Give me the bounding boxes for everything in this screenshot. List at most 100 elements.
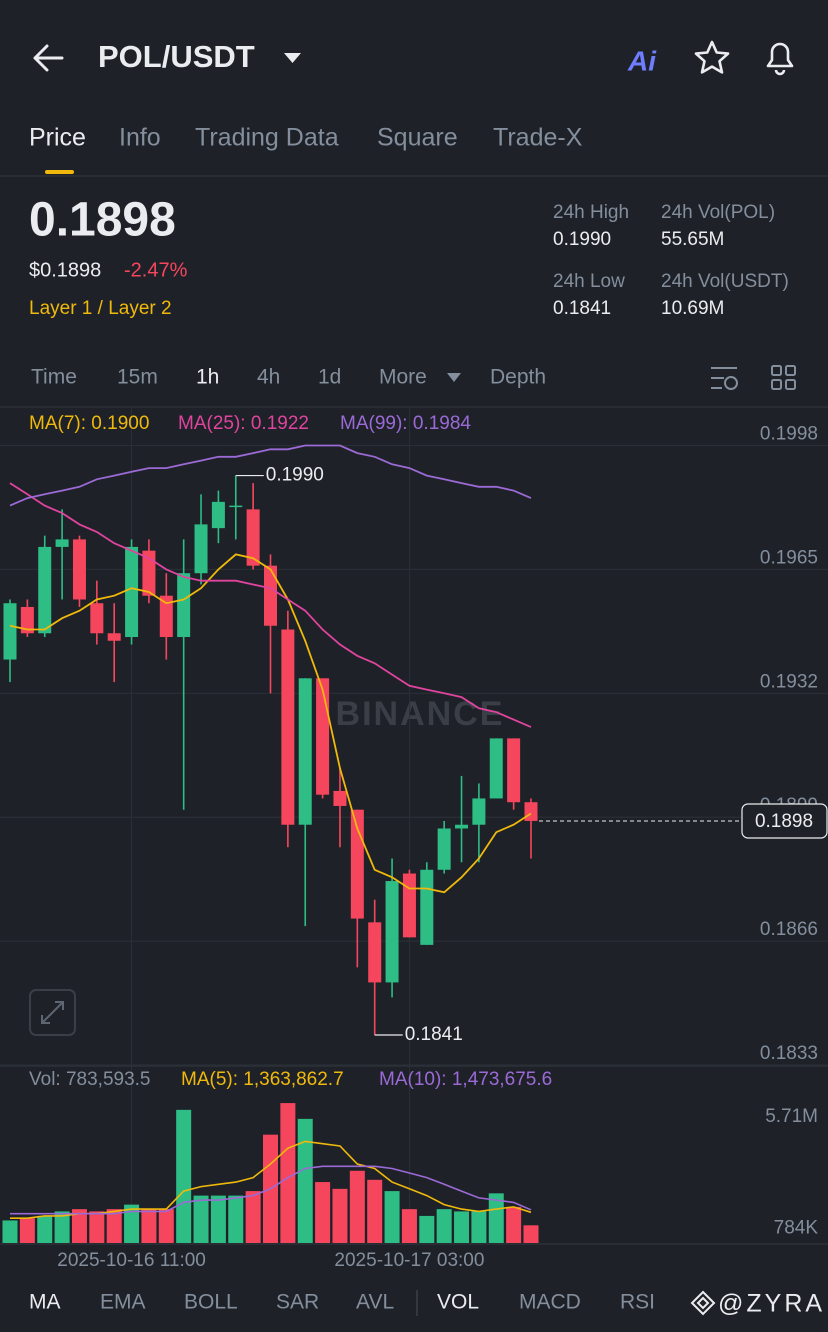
volume-legend-entry: MA(5): 1,363,862.7 xyxy=(181,1069,344,1090)
volume-bar xyxy=(2,1220,18,1243)
volume-legend-entry: Vol: 783,593.5 xyxy=(29,1069,151,1090)
y-tick-label: 0.1833 xyxy=(760,1043,818,1064)
stat-value: 0.1841 xyxy=(553,298,611,319)
candle-body xyxy=(3,603,17,660)
interval[interactable]: 1h xyxy=(196,366,219,389)
y-tick-label: 0.1932 xyxy=(760,671,818,692)
volume-bar xyxy=(141,1209,157,1243)
annotation-label: 0.1990 xyxy=(266,465,324,486)
more-dropdown[interactable] xyxy=(447,373,461,382)
y-tick-label: 0.1866 xyxy=(760,919,818,940)
volume-bar xyxy=(297,1118,313,1243)
tab[interactable]: Price xyxy=(29,124,86,152)
candle-body xyxy=(281,629,295,825)
favorite-button[interactable] xyxy=(694,40,730,74)
pair-dropdown[interactable] xyxy=(284,53,301,63)
candle-body xyxy=(211,501,225,529)
interval[interactable]: 1d xyxy=(318,366,341,389)
interval[interactable]: Time xyxy=(31,366,77,389)
stat-label: 24h Low xyxy=(553,271,625,292)
indicator[interactable]: AVL xyxy=(356,1291,394,1314)
interval[interactable]: More xyxy=(379,366,427,389)
volume-bar xyxy=(54,1211,70,1243)
legend-entry: MA(7): 0.1900 xyxy=(29,413,149,434)
candle-body xyxy=(472,798,486,825)
annotation-label: 0.1841 xyxy=(405,1024,463,1045)
volume-bar xyxy=(523,1225,539,1243)
tab[interactable]: Trade-X xyxy=(493,124,583,152)
candle-body xyxy=(142,550,156,596)
indicator[interactable]: SAR xyxy=(276,1291,319,1314)
category-tag[interactable]: Layer 1 / Layer 2 xyxy=(29,298,172,319)
interval[interactable]: 15m xyxy=(117,366,158,389)
usd-price: $0.1898 xyxy=(29,259,101,281)
volume-bar xyxy=(488,1193,504,1243)
volume-bar xyxy=(506,1206,522,1243)
candle-body xyxy=(55,539,69,547)
volume-tick-label: 5.71M xyxy=(765,1106,818,1127)
candle-body xyxy=(524,802,538,821)
ma-line xyxy=(9,482,532,728)
stat-value: 55.65M xyxy=(661,229,724,250)
indicator[interactable]: EMA xyxy=(100,1291,146,1314)
volume-legend-entry: MA(10): 1,473,675.6 xyxy=(379,1069,552,1090)
ai-button[interactable]: Ai xyxy=(627,45,657,76)
x-tick-label: 2025-10-17 03:00 xyxy=(334,1250,484,1271)
indicator[interactable]: MACD xyxy=(519,1291,581,1314)
candle-body xyxy=(38,546,52,634)
chart-settings-button[interactable] xyxy=(711,367,738,390)
volume-bar xyxy=(315,1182,331,1243)
expand-button[interactable] xyxy=(29,989,76,1036)
x-tick-label: 2025-10-16 11:00 xyxy=(57,1250,206,1271)
interval[interactable]: 4h xyxy=(257,366,280,389)
interval[interactable]: Depth xyxy=(490,366,546,389)
volume-bar xyxy=(454,1211,470,1243)
indicator[interactable]: MA xyxy=(29,1291,61,1314)
volume-bar xyxy=(193,1195,209,1243)
indicator[interactable]: VOL xyxy=(437,1291,479,1314)
tab-indicator xyxy=(45,170,74,174)
volume-bar xyxy=(332,1188,348,1243)
back-button[interactable] xyxy=(33,44,64,72)
stat-label: 24h High xyxy=(553,202,629,223)
watermark: @ZYRA xyxy=(718,1290,825,1318)
indicator[interactable]: RSI xyxy=(620,1291,655,1314)
tab[interactable]: Info xyxy=(119,124,161,152)
candle-body xyxy=(159,595,173,638)
tab[interactable]: Square xyxy=(377,124,458,152)
volume-bar xyxy=(89,1211,105,1243)
candle-body xyxy=(229,505,243,508)
candle-body xyxy=(125,546,139,638)
chart-watermark: BINANCE xyxy=(336,695,505,733)
layout-button[interactable] xyxy=(771,365,796,390)
last-price-label: 0.1898 xyxy=(755,811,813,832)
candle-body xyxy=(507,738,521,803)
volume-tick-label: 784K xyxy=(774,1217,819,1238)
volume-bar xyxy=(280,1103,296,1243)
last-price: 0.1898 xyxy=(29,194,176,247)
volume-bar xyxy=(349,1170,365,1243)
legend-entry: MA(99): 0.1984 xyxy=(340,413,471,434)
y-tick-label: 0.1965 xyxy=(760,547,818,568)
volume-bar xyxy=(106,1209,122,1243)
volume-bar xyxy=(158,1209,174,1243)
tab[interactable]: Trading Data xyxy=(195,124,339,152)
watermark-logo xyxy=(690,1290,716,1316)
volume-bar xyxy=(37,1215,53,1243)
volume-bar xyxy=(124,1204,140,1243)
chart-layer: BINANCE0.19980.19650.19320.18990.18660.1… xyxy=(0,408,828,1271)
volume-bar xyxy=(71,1209,87,1243)
volume-bar xyxy=(401,1209,417,1243)
last-price-box xyxy=(741,803,828,839)
volume-bar xyxy=(176,1109,192,1243)
indicator[interactable]: BOLL xyxy=(184,1291,238,1314)
pair-title[interactable]: POL/USDT xyxy=(98,39,255,74)
candle-body xyxy=(264,565,277,626)
volume-bar xyxy=(367,1179,383,1243)
volume-bar xyxy=(419,1215,435,1243)
alert-button[interactable] xyxy=(766,42,794,76)
candle-body xyxy=(20,606,34,634)
price-change: -2.47% xyxy=(124,259,188,281)
